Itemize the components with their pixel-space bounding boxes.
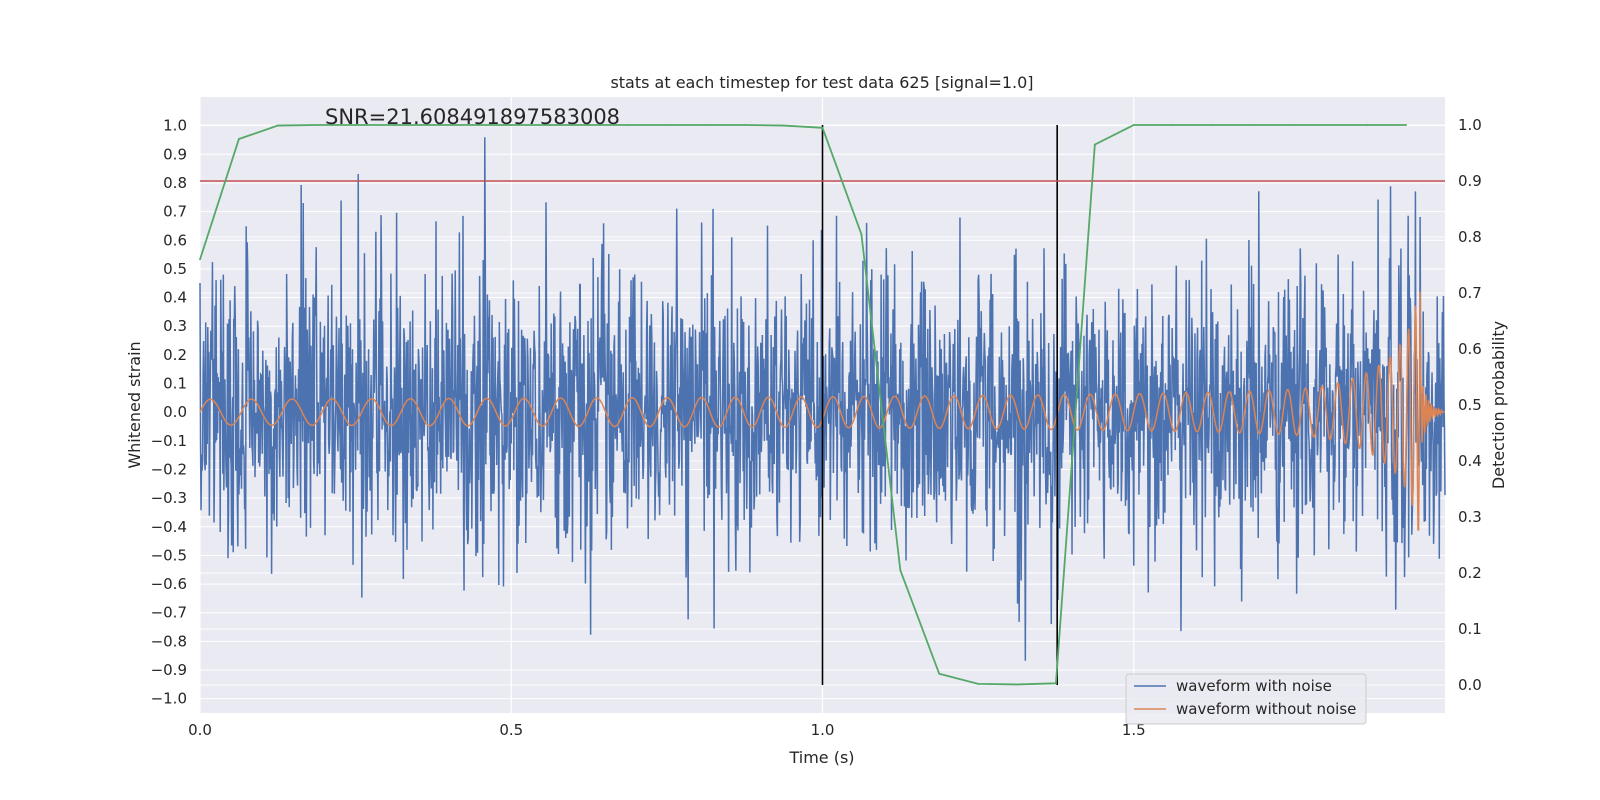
x-ticks: 0.0 0.5 1.0 1.5	[188, 721, 1146, 739]
x-tick-label-3: 1.5	[1122, 721, 1146, 739]
detection-probability-point-10	[588, 124, 590, 126]
y-tick-label-13: −0.3	[151, 489, 187, 507]
detection-probability-point-6	[432, 124, 435, 126]
y-tick-label-11: −0.1	[151, 432, 187, 450]
detection-probability-point-25	[1171, 124, 1174, 126]
y2-axis-label: Detection probability	[1489, 321, 1508, 489]
detection-probability-point-17	[860, 233, 863, 236]
detection-probability-point-16	[821, 126, 824, 129]
detection-probability-point-3	[315, 124, 318, 126]
y2-tick-label-8: 0.2	[1458, 564, 1482, 582]
y-tick-label-4: 0.6	[163, 231, 187, 249]
y2-tick-label-2: 0.8	[1458, 228, 1482, 246]
detection-probability-point-11	[627, 124, 629, 126]
detection-probability-point-28	[1288, 124, 1291, 126]
y-tick-label-16: −0.6	[151, 575, 187, 593]
legend-label-noise: waveform with noise	[1176, 677, 1332, 695]
y2-tick-label-10: 0.0	[1458, 676, 1482, 694]
y-tick-label-17: −0.7	[151, 604, 187, 622]
y-tick-label-7: 0.3	[163, 317, 187, 335]
y2-tick-label-7: 0.3	[1458, 508, 1482, 526]
y-tick-label-15: −0.5	[151, 546, 187, 564]
y-tick-label-18: −0.8	[151, 632, 187, 650]
detection-probability-point-31	[1405, 124, 1407, 126]
snr-annotation: SNR=21.608491897583008	[325, 105, 620, 129]
y-tick-label-12: −0.2	[151, 460, 187, 478]
y2-tick-label-6: 0.4	[1458, 452, 1482, 470]
detection-probability-point-19	[938, 672, 941, 675]
y-tick-label-6: 0.4	[163, 289, 187, 307]
detection-probability-point-12	[665, 124, 668, 126]
y-tick-label-14: −0.4	[151, 518, 187, 536]
y-axis-label: Whitened strain	[125, 341, 144, 468]
y-tick-label-20: −1.0	[151, 690, 187, 708]
detection-probability-point-30	[1366, 124, 1369, 126]
detection-probability-point-5	[393, 124, 396, 126]
y-tick-label-5: 0.5	[163, 260, 187, 278]
detection-probability-point-0	[199, 258, 201, 261]
detection-probability-point-13	[704, 124, 707, 126]
detection-probability-point-20	[977, 682, 980, 685]
detection-probability-point-22	[1055, 682, 1057, 685]
detection-probability-line	[199, 124, 1407, 686]
y-tick-label-0: 1.0	[163, 117, 187, 135]
x-tick-label-2: 1.0	[811, 721, 835, 739]
detection-probability-point-26	[1210, 124, 1213, 126]
detection-probability-point-14	[743, 124, 746, 126]
y2-tick-label-0: 1.0	[1458, 116, 1482, 134]
detection-probability-point-24	[1132, 124, 1135, 126]
detection-probability-point-27	[1249, 124, 1252, 126]
detection-probability-point-29	[1327, 124, 1330, 126]
detection-probability-point-18	[899, 569, 902, 572]
y2-tick-label-3: 0.7	[1458, 284, 1482, 302]
y2-tick-label-9: 0.1	[1458, 620, 1482, 638]
detection-probability-point-23	[1093, 143, 1096, 146]
detection-probability-path	[199, 124, 1407, 686]
chart-title: stats at each timestep for test data 625…	[610, 73, 1033, 92]
left-y-ticks: 1.0 0.9 0.8 0.7 0.6 0.5 0.4 0.3 0.2 0.1 0.0 −0.1 −0.…	[151, 117, 187, 708]
legend-box	[1125, 673, 1367, 725]
y-tick-label-3: 0.7	[163, 203, 187, 221]
right-y-ticks: 1.0 0.9 0.8 0.7 0.6 0.5 0.4 0.3 0.2 0.1 0.0	[1458, 116, 1482, 694]
legend: waveform with noise waveform without noi…	[1125, 673, 1367, 725]
detection-probability-point-1	[238, 138, 240, 140]
legend-label-clean: waveform without noise	[1176, 700, 1356, 718]
y-tick-label-9: 0.1	[163, 375, 187, 393]
detection-probability-point-4	[354, 124, 357, 126]
y-tick-label-2: 0.8	[163, 174, 187, 192]
detection-probability-point-9	[549, 124, 552, 126]
y-tick-label-8: 0.2	[163, 346, 187, 364]
y2-tick-label-5: 0.5	[1458, 396, 1482, 414]
detection-probability-point-21	[1016, 683, 1018, 686]
y2-tick-label-1: 0.9	[1458, 172, 1482, 190]
x-axis-label: Time (s)	[788, 748, 854, 767]
y-tick-label-19: −0.9	[151, 661, 187, 679]
y-tick-label-10: 0.0	[163, 403, 187, 421]
y2-tick-label-4: 0.6	[1458, 340, 1482, 358]
vertical-markers	[821, 125, 1058, 685]
detection-probability-point-8	[510, 124, 513, 126]
y-tick-label-1: 0.9	[163, 145, 187, 163]
detection-probability-point-7	[471, 124, 474, 126]
x-tick-label-0: 0.0	[188, 721, 212, 739]
x-tick-label-1: 0.5	[499, 721, 523, 739]
detection-probability-point-2	[276, 124, 279, 127]
detection-probability-point-15	[782, 124, 785, 127]
